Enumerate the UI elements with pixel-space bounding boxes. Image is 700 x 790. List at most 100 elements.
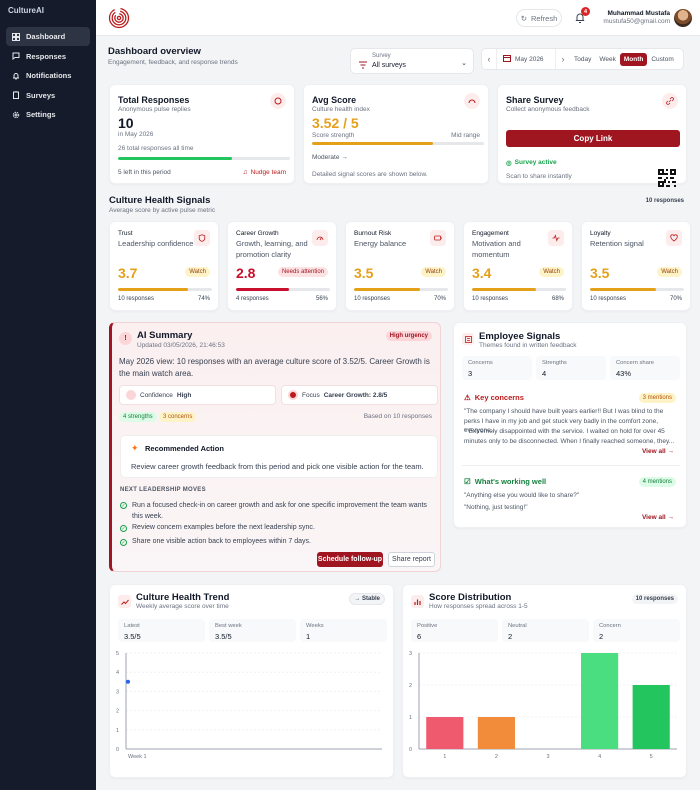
schedule-follow-up-button[interactable]: Schedule follow-up xyxy=(317,552,383,567)
signal-percent: 70% xyxy=(433,296,446,302)
y-tick-label: 3 xyxy=(116,689,119,695)
sidebar: CultureAI Dashboard Responses Notificati… xyxy=(0,0,96,790)
next-period-button[interactable]: › xyxy=(561,54,565,64)
heart-icon xyxy=(666,230,682,246)
calendar-icon xyxy=(503,54,511,64)
gauge-icon xyxy=(126,390,136,400)
x-tick-label: 5 xyxy=(650,754,653,760)
chat-bubble-icon xyxy=(270,93,286,109)
info-icon: ! xyxy=(119,332,132,345)
signal-percent: 68% xyxy=(551,296,564,302)
score-level[interactable]: Moderate → xyxy=(312,154,348,161)
distribution-bar[interactable] xyxy=(632,685,670,749)
distribution-bar[interactable] xyxy=(581,653,619,749)
concern-quote: ""Extremely disappointed with the servic… xyxy=(464,428,675,445)
y-tick-label: 1 xyxy=(409,715,412,721)
link-icon[interactable] xyxy=(662,93,678,109)
prev-period-button[interactable]: ‹ xyxy=(487,54,491,64)
signal-progress-fill xyxy=(354,288,420,291)
page-title: Dashboard overview xyxy=(108,46,201,57)
signal-responses: 10 responses xyxy=(472,296,509,302)
signal-score: 3.5 xyxy=(354,265,374,281)
signal-description: Leadership confidence xyxy=(118,239,194,248)
signal-responses: 10 responses xyxy=(590,296,627,302)
signal-score: 3.7 xyxy=(118,265,138,281)
range-week[interactable]: Week xyxy=(599,55,616,63)
copy-link-button[interactable]: Copy Link xyxy=(506,130,680,147)
ai-summary-text: May 2026 view: 10 responses with an aver… xyxy=(119,357,430,378)
x-tick-label: 2 xyxy=(495,754,498,760)
strength-label: Score strength xyxy=(312,132,355,139)
working-quote: "Nothing, just testing!" xyxy=(464,504,528,511)
refresh-button[interactable]: ↻ Refresh xyxy=(516,9,562,27)
signal-card[interactable]: Engagement Motivation and momentum 3.4 W… xyxy=(463,221,573,311)
focus-label: Focus xyxy=(302,391,320,399)
signal-card[interactable]: Burnout Risk Energy balance 3.5 Watch 10… xyxy=(345,221,455,311)
survey-select[interactable]: Survey All surveys ⌄ xyxy=(350,48,474,74)
total-responses-value: 10 xyxy=(118,115,134,131)
working-badge: 4 mentions xyxy=(638,477,676,487)
distribution-subtitle: How responses spread across 1-5 xyxy=(429,603,528,610)
stat-label: Concern xyxy=(599,623,621,629)
signal-progress-fill xyxy=(590,288,656,291)
y-tick-label: 0 xyxy=(116,747,119,753)
nudge-team-button[interactable]: ♫ Nudge team xyxy=(243,169,286,176)
stat-concern-share: Concern share 43% xyxy=(610,356,680,380)
user-info[interactable]: Muhammad Mustafa mustufa50@gmail.com xyxy=(598,10,670,25)
signal-score: 2.8 xyxy=(236,265,256,281)
period-picker[interactable]: May 2026 xyxy=(496,49,556,69)
trend-point[interactable] xyxy=(126,679,130,684)
avatar[interactable] xyxy=(674,9,692,27)
concerns-view-all-link[interactable]: View all → xyxy=(641,448,674,455)
sidebar-item-surveys[interactable]: Surveys xyxy=(6,86,90,105)
rec-text: Review career growth feedback from this … xyxy=(131,462,424,471)
distribution-bar[interactable] xyxy=(477,717,515,749)
stat-label: Concerns xyxy=(468,360,493,366)
y-tick-label: 4 xyxy=(116,670,119,676)
ai-summary-card: ! AI Summary Updated 03/05/2026, 21:46:5… xyxy=(109,322,441,572)
signal-progress-fill xyxy=(472,288,536,291)
trend-subtitle: Weekly average score over time xyxy=(136,603,229,610)
y-tick-label: 3 xyxy=(409,651,412,657)
signal-card[interactable]: Trust Leadership confidence 3.7 Watch 10… xyxy=(109,221,219,311)
trend-chart: 0 1 2 3 4 5 Week 1 xyxy=(116,651,382,760)
signal-card[interactable]: Career Growth Growth, learning, and prom… xyxy=(227,221,337,311)
sidebar-item-notifications[interactable]: Notifications xyxy=(6,66,90,85)
y-tick-label: 2 xyxy=(116,709,119,715)
sidebar-item-responses[interactable]: Responses xyxy=(6,47,90,66)
trend-card: Culture Health Trend Weekly average scor… xyxy=(109,584,394,778)
qr-code-icon[interactable] xyxy=(658,169,676,187)
stat-concerns: Concerns 3 xyxy=(462,356,532,380)
survey-select-label: Survey xyxy=(372,53,391,59)
bell-icon: ♫ xyxy=(242,169,248,176)
concerns-badge: 3 mentions xyxy=(638,393,676,403)
main-content: Dashboard overview Engagement, feedback,… xyxy=(96,36,700,790)
sidebar-item-settings[interactable]: Settings xyxy=(6,105,90,124)
signal-card[interactable]: Loyalty Retention signal 3.5 Watch 10 re… xyxy=(581,221,691,311)
y-tick-label: 5 xyxy=(116,651,119,657)
score-note: Detailed signal scores are shown below. xyxy=(312,171,428,178)
based-on: Based on 10 responses xyxy=(363,413,432,420)
survey-status: ◎ Survey active xyxy=(506,159,557,167)
sidebar-item-dashboard[interactable]: Dashboard xyxy=(6,27,90,46)
range-custom[interactable]: Custom xyxy=(651,55,674,63)
move-item: ✓ Review concern examples before the next… xyxy=(120,524,315,532)
sidebar-item-label: Settings xyxy=(26,110,56,119)
signals-card-title: Employee Signals xyxy=(479,331,561,342)
score-strength-fill xyxy=(312,142,434,145)
range-month[interactable]: Month xyxy=(619,52,648,66)
share-report-button[interactable]: Share report xyxy=(388,552,435,567)
range-today[interactable]: Today xyxy=(574,55,592,63)
fingerprint-logo-icon[interactable] xyxy=(108,7,130,29)
x-tick-label: Week 1 xyxy=(128,754,147,760)
stat-value: 43% xyxy=(616,369,632,378)
distribution-bar[interactable] xyxy=(426,717,464,749)
sidebar-item-label: Responses xyxy=(26,51,67,61)
signal-progress-bar xyxy=(354,288,448,291)
trend-stat: Best week 3.5/5 xyxy=(209,619,296,642)
signal-badge: Watch xyxy=(421,267,446,277)
stat-value: 3.5/5 xyxy=(124,632,141,641)
warning-icon: ⚠ xyxy=(464,393,471,402)
period-text: in May 2026 xyxy=(118,131,154,138)
working-view-all-link[interactable]: View all → xyxy=(641,514,674,521)
